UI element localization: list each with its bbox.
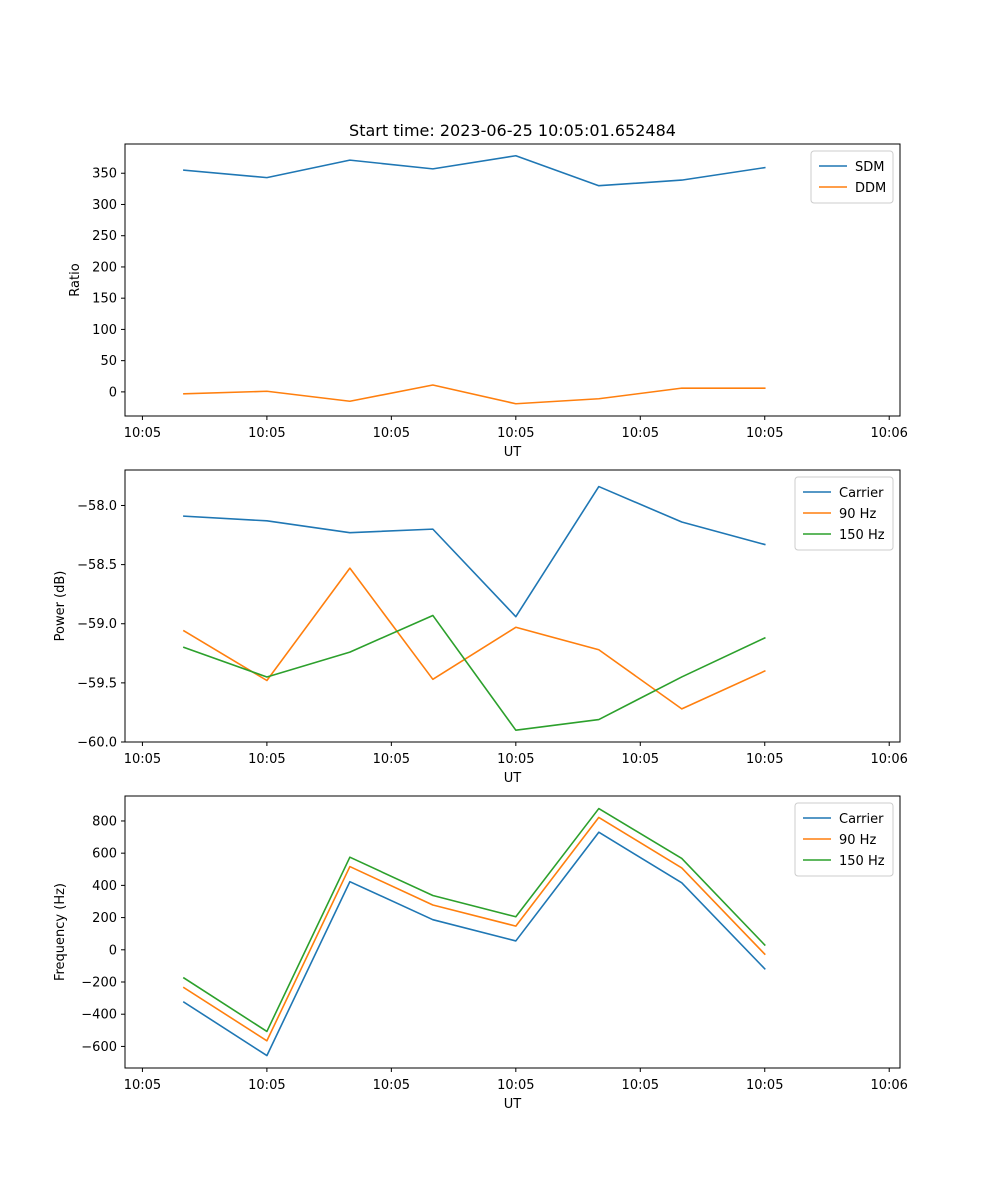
ratio-x-tick-label: 10:05: [622, 426, 659, 441]
ratio-legend-label: DDM: [855, 181, 886, 196]
power-legend-label: 90 Hz: [839, 507, 876, 522]
frequency-subplot: 10:05 10:05 10:05 10:05 10:05 10:05 10:06 −600 −…: [53, 795, 908, 1112]
ratio-y-tick-label: 50: [100, 354, 117, 369]
power-x-tick-label: 10:05: [746, 752, 783, 767]
frequency-y-tick-label: −600: [81, 1040, 117, 1055]
power-x-tick-label: 10:05: [248, 752, 285, 767]
power-series-carrier-line: [183, 485, 766, 618]
power-x-tick-label: 10:06: [870, 752, 907, 767]
frequency-x-tick-label: 10:05: [248, 1078, 285, 1093]
frequency-y-tick-label: 200: [92, 911, 117, 926]
power-y-tick-label: −58.0: [77, 499, 117, 514]
power-y-tick-label: −60.0: [77, 736, 117, 751]
frequency-series-90-hz-line: [182, 816, 766, 1042]
frequency-x-tick-label: 10:05: [622, 1078, 659, 1093]
frequency-y-tick-label: 0: [109, 943, 117, 958]
power-legend-label: 150 Hz: [839, 528, 885, 543]
ratio-x-tick-label: 10:05: [248, 426, 285, 441]
power-y-tick-label: −59.0: [77, 617, 117, 632]
ratio-series-sdm-line: [183, 154, 766, 187]
power-x-tick-label: 10:05: [124, 752, 161, 767]
frequency-series-carrier-line: [182, 831, 766, 1057]
ratio-x-tick-label: 10:05: [746, 426, 783, 441]
ratio-x-axis-label: UT: [504, 445, 522, 460]
ratio-x-tick-label: 10:05: [373, 426, 410, 441]
power-x-tick-label: 10:05: [373, 752, 410, 767]
ratio-y-tick-label: 250: [92, 229, 117, 244]
power-legend: Carrier 90 Hz 150 Hz: [794, 476, 894, 551]
power-y-tick-label: −59.5: [77, 676, 117, 691]
power-legend-label: Carrier: [839, 486, 884, 501]
ratio-y-axis-label: Ratio: [68, 263, 83, 296]
power-subplot: 10:05 10:05 10:05 10:05 10:05 10:05 10:06 −60.0…: [53, 469, 908, 786]
ratio-subplot: 10:05 10:05 10:05 10:05 10:05 10:05 10:06 0 50 10…: [68, 121, 908, 460]
frequency-axes-frame: [124, 795, 901, 1069]
frequency-legend-label: Carrier: [839, 812, 884, 827]
ratio-y-tick-label: 350: [92, 167, 117, 182]
power-x-tick-label: 10:05: [497, 752, 534, 767]
ratio-y-tick-label: 200: [92, 260, 117, 275]
power-legend-box: [794, 476, 894, 551]
power-series-150-hz-line: [182, 614, 766, 731]
power-x-axis-label: UT: [504, 771, 522, 786]
chart-title: Start time: 2023-06-25 10:05:01.652484: [349, 121, 676, 140]
frequency-x-tick-label: 10:05: [497, 1078, 534, 1093]
ratio-y-tick-label: 150: [92, 292, 117, 307]
ratio-series-ddm-line: [183, 384, 766, 405]
frequency-x-tick-label: 10:05: [746, 1078, 783, 1093]
ratio-x-tick-label: 10:06: [870, 426, 907, 441]
ratio-axes-frame: [124, 143, 901, 417]
frequency-y-tick-label: −400: [81, 1008, 117, 1023]
power-axes-frame: [124, 469, 901, 743]
ratio-y-tick-label: 0: [109, 385, 117, 400]
ratio-y-tick-label: 100: [92, 323, 117, 338]
power-y-tick-label: −58.5: [77, 558, 117, 573]
ratio-legend-box: [810, 150, 894, 204]
frequency-series-150-hz-line: [182, 807, 766, 1033]
frequency-x-axis-label: UT: [504, 1097, 522, 1112]
frequency-y-tick-label: 800: [92, 814, 117, 829]
frequency-y-tick-label: 400: [92, 879, 117, 894]
ratio-legend: SDM DDM: [810, 150, 894, 204]
frequency-x-tick-label: 10:06: [870, 1078, 907, 1093]
ratio-y-tick-label: 300: [92, 198, 117, 213]
power-y-axis-label: Power (dB): [53, 571, 68, 642]
ratio-x-tick-label: 10:05: [124, 426, 161, 441]
frequency-legend-label: 90 Hz: [839, 833, 876, 848]
frequency-y-tick-label: −200: [81, 976, 117, 991]
ratio-legend-label: SDM: [855, 160, 884, 175]
frequency-legend-label: 150 Hz: [839, 854, 885, 869]
frequency-legend: Carrier 90 Hz 150 Hz: [794, 802, 894, 877]
frequency-legend-box: [794, 802, 894, 877]
frequency-y-axis-label: Frequency (Hz): [53, 883, 68, 981]
ratio-x-tick-label: 10:05: [497, 426, 534, 441]
frequency-x-tick-label: 10:05: [373, 1078, 410, 1093]
power-x-tick-label: 10:05: [622, 752, 659, 767]
power-series-90-hz-line: [182, 567, 766, 710]
frequency-y-tick-label: 600: [92, 847, 117, 862]
frequency-x-tick-label: 10:05: [124, 1078, 161, 1093]
